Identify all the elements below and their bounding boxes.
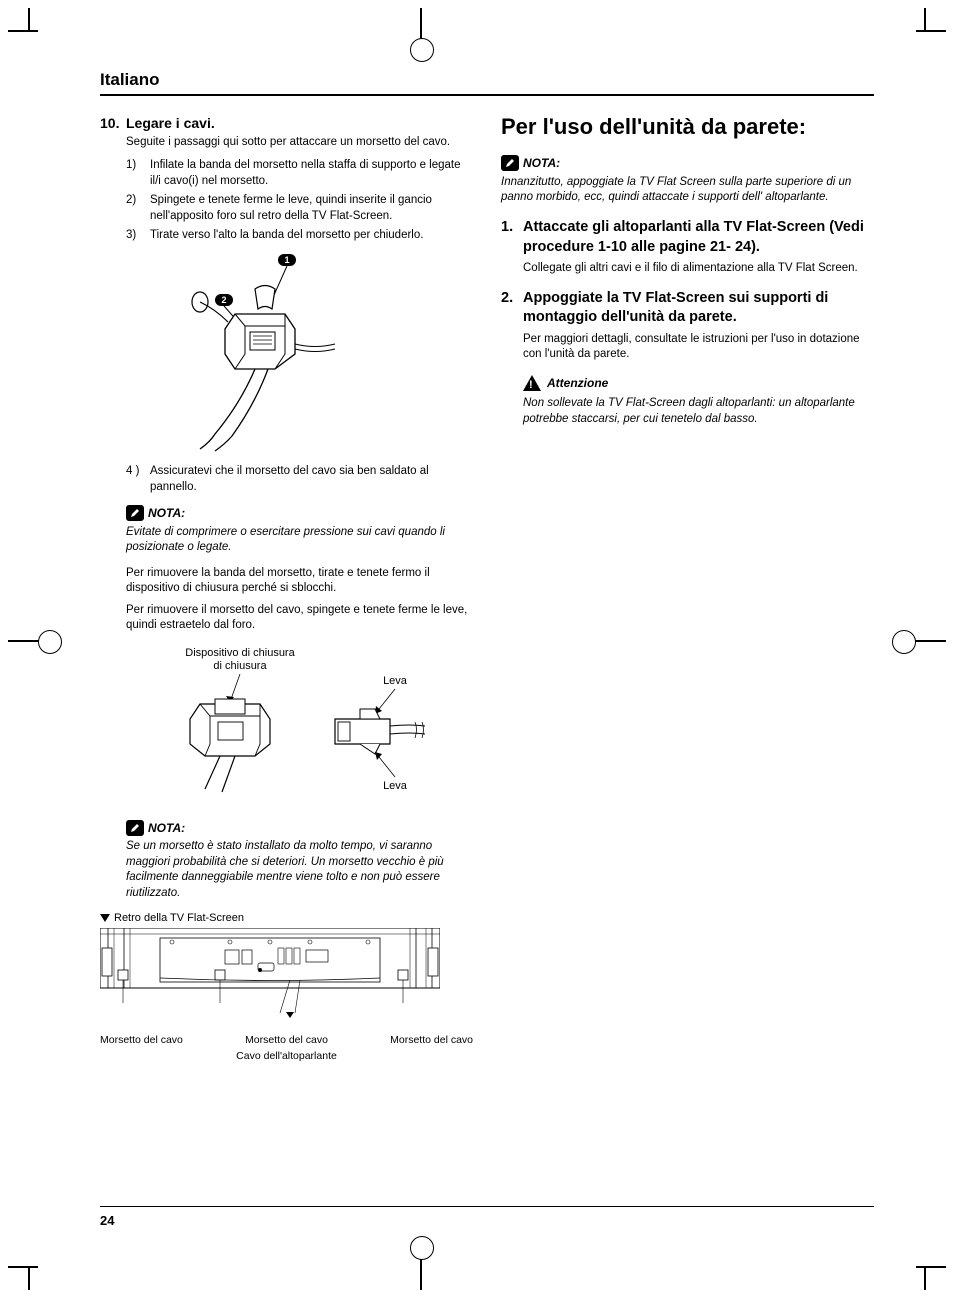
warning-icon: [523, 375, 541, 391]
step-heading: Legare i cavi.: [126, 114, 215, 133]
note-badge: NOTA:: [126, 505, 185, 521]
rear-callouts: Morsetto del cavo Morsetto del cavo Mors…: [100, 1033, 473, 1047]
crop-mark: [420, 8, 422, 48]
figure-label-1: 1: [284, 255, 289, 265]
substep: 1) Infilate la banda del morsetto nella …: [126, 158, 473, 189]
pencil-icon: [126, 820, 144, 836]
callout-center: Cavo dell'altoparlante: [100, 1049, 473, 1063]
figure-clamp: 1 2: [140, 254, 473, 454]
crop-mark: [8, 30, 38, 32]
two-column-layout: 10. Legare i cavi. Seguite i passaggi qu…: [100, 114, 874, 1063]
note-text: Innanzitutto, appoggiate la TV Flat Scre…: [501, 175, 874, 206]
crop-mark: [8, 1266, 38, 1268]
step-heading: Appoggiate la TV Flat-Screen sui support…: [523, 289, 874, 328]
substep: 2) Spingete e tenete ferme le leve, quin…: [126, 193, 473, 224]
substep-list: 1) Infilate la banda del morsetto nella …: [126, 158, 473, 244]
figure-rear-panel: [100, 928, 473, 1029]
figure-lock-lever: Dispositivo di chiusura di chiusura Leva: [160, 644, 473, 804]
warning-badge: Attenzione: [523, 375, 608, 391]
note-label: NOTA:: [148, 820, 185, 836]
crop-mark: [906, 640, 946, 642]
step-number: 2.: [501, 289, 515, 328]
pencil-icon: [501, 155, 519, 171]
callout-right: Morsetto del cavo: [390, 1033, 473, 1047]
warning-text: Non sollevate la TV Flat-Screen dagli al…: [523, 396, 874, 427]
section-heading: Per l'uso dell'unità da parete:: [501, 114, 874, 139]
fig-label-lever1: Leva: [383, 675, 408, 687]
substep-num: 1): [126, 158, 140, 189]
fig-label-lever2: Leva: [383, 780, 408, 792]
note-text: Se un morsetto è stato installato da mol…: [126, 839, 473, 901]
rear-panel-label: Retro della TV Flat-Screen: [100, 911, 473, 926]
rear-label-text: Retro della TV Flat-Screen: [114, 912, 244, 924]
left-column: 10. Legare i cavi. Seguite i passaggi qu…: [100, 114, 473, 1063]
substep-text: Infilate la banda del morsetto nella sta…: [150, 158, 473, 189]
substep-4: 4 ) Assicuratevi che il morsetto del cav…: [126, 464, 473, 495]
paragraph: Per rimuovere il morsetto del cavo, spin…: [126, 603, 473, 634]
warning-label: Attenzione: [547, 375, 608, 391]
substep-num: 4 ): [126, 464, 140, 495]
crop-mark: [916, 1266, 946, 1268]
callout-mid: Morsetto del cavo: [245, 1033, 328, 1047]
step-body: Per maggiori dettagli, consultate le ist…: [523, 332, 874, 363]
step-1-title: 1. Attaccate gli altoparlanti alla TV Fl…: [501, 218, 874, 257]
substep-text: Tirate verso l'alto la banda del morsett…: [150, 228, 423, 244]
callout-left: Morsetto del cavo: [100, 1033, 183, 1047]
svg-text:di chiusura: di chiusura: [213, 660, 267, 672]
note-badge: NOTA:: [126, 820, 185, 836]
step-10-title: 10. Legare i cavi.: [100, 114, 473, 133]
step-body: Collegate gli altri cavi e il filo di al…: [523, 261, 874, 277]
step-2-title: 2. Appoggiate la TV Flat-Screen sui supp…: [501, 289, 874, 328]
right-column: Per l'uso dell'unità da parete: NOTA: In…: [501, 114, 874, 1063]
pencil-icon: [126, 505, 144, 521]
fig-label-lock: Dispositivo di chiusura: [185, 647, 295, 659]
step-heading: Attaccate gli altoparlanti alla TV Flat-…: [523, 218, 874, 257]
substep-num: 3): [126, 228, 140, 244]
figure-label-2: 2: [221, 295, 226, 305]
note-label: NOTA:: [148, 505, 185, 521]
crop-mark: [8, 640, 48, 642]
note-label: NOTA:: [523, 155, 560, 171]
crop-mark: [420, 1250, 422, 1290]
language-header: Italiano: [100, 70, 874, 96]
note-text: Evitate di comprimere o esercitare press…: [126, 525, 473, 556]
substep-num: 2): [126, 193, 140, 224]
crop-mark: [916, 30, 946, 32]
paragraph: Per rimuovere la banda del morsetto, tir…: [126, 566, 473, 597]
substep: 3) Tirate verso l'alto la banda del mors…: [126, 228, 473, 244]
step-number: 1.: [501, 218, 515, 257]
note-badge: NOTA:: [501, 155, 560, 171]
substep-text: Spingete e tenete ferme le leve, quindi …: [150, 193, 473, 224]
step-number: 10.: [100, 114, 120, 133]
substep-text: Assicuratevi che il morsetto del cavo si…: [150, 464, 473, 495]
step-intro: Seguite i passaggi qui sotto per attacca…: [126, 135, 473, 151]
page-content: Italiano 10. Legare i cavi. Seguite i pa…: [100, 70, 874, 1228]
page-number: 24: [100, 1206, 874, 1228]
triangle-down-icon: [100, 914, 110, 922]
